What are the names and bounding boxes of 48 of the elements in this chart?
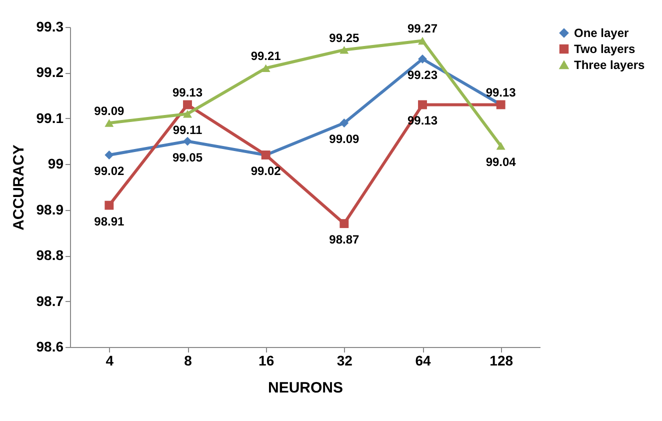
point — [104, 119, 114, 127]
data-label: 98.91 — [94, 214, 125, 228]
point — [183, 136, 192, 146]
point — [104, 150, 114, 160]
x-tick-label: 4 — [106, 352, 114, 368]
point — [418, 54, 427, 64]
point — [104, 200, 114, 210]
point — [340, 118, 349, 128]
point — [340, 46, 349, 54]
x-tick-label: 64 — [415, 352, 431, 368]
y-tick-label: 99.2 — [36, 64, 64, 80]
data-label: 98.87 — [329, 232, 360, 247]
data-label: 99.13 — [172, 86, 203, 100]
point — [261, 64, 270, 72]
y-tick-label: 99.3 — [36, 18, 64, 34]
point — [418, 100, 427, 110]
legend-label: Three layers — [574, 58, 646, 72]
x-tick-label: 16 — [258, 352, 274, 368]
point — [340, 219, 349, 228]
y-tick-label: 99 — [48, 156, 64, 172]
data-label: 99.21 — [250, 49, 282, 64]
data-label: 99.23 — [407, 68, 438, 82]
data-label: 99.05 — [172, 150, 203, 164]
point — [183, 100, 192, 110]
y-axis-title: ACCURACY — [10, 144, 28, 230]
legend-label: One layer — [574, 26, 630, 40]
x-tick-label: 8 — [184, 352, 192, 368]
data-label: 99.02 — [94, 164, 125, 178]
data-label: 99.27 — [407, 22, 438, 36]
y-tick-label: 99.1 — [36, 110, 64, 126]
point — [183, 110, 192, 118]
point — [418, 36, 427, 45]
legend-label: Two layers — [574, 42, 636, 56]
point — [496, 142, 506, 150]
x-tick-label: 128 — [490, 352, 514, 368]
data-label: 99.09 — [94, 104, 125, 118]
y-tick-label: 98.6 — [36, 338, 64, 354]
data-label: 99.02 — [250, 164, 282, 178]
y-tick-label: 98.8 — [36, 247, 64, 264]
y-tick-label: 98.9 — [36, 201, 64, 218]
data-label: 99.25 — [329, 30, 360, 45]
data-label: 99.11 — [172, 122, 203, 137]
data-label: 99.04 — [486, 154, 516, 169]
x-axis-title: NEURONS — [268, 380, 344, 396]
x-tick-label: 32 — [336, 352, 353, 368]
data-label: 99.09 — [329, 132, 360, 146]
y-tick-label: 98.7 — [36, 292, 64, 309]
data-label: 99.13 — [486, 86, 516, 100]
